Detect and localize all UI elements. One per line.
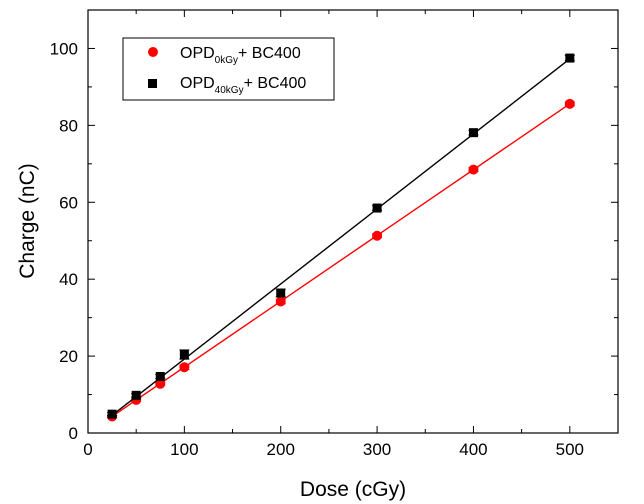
tick-labels: 0 100 200 300 400 500 0 20 40 60 80 100 [50, 39, 584, 459]
data-point [131, 390, 141, 400]
data-point [275, 296, 286, 307]
y-tick-label: 20 [59, 347, 78, 366]
series-layer [107, 53, 575, 422]
data-point [372, 203, 382, 213]
y-tick-label: 40 [59, 270, 78, 289]
legend-label-opd-0kgy-base: OPD [180, 45, 215, 62]
legend-label-opd-40kgy-sub: 40kGy [215, 85, 244, 96]
data-point [276, 288, 286, 298]
fit-line [111, 58, 571, 416]
legend-marker-opd-0kgy [148, 47, 158, 57]
legend-label-opd-40kgy-suffix: + BC400 [244, 75, 307, 92]
data-point [468, 164, 479, 175]
data-point [372, 230, 383, 241]
plot-frame [87, 9, 619, 434]
data-point [565, 53, 575, 63]
axis-ticks [87, 9, 619, 434]
legend-label-opd-0kgy: OPD0kGy+ BC400 [180, 45, 301, 66]
x-tick-label: 200 [267, 440, 295, 459]
legend-label-opd-0kgy-suffix: + BC400 [238, 45, 301, 62]
data-point [179, 350, 189, 360]
y-tick-label: 60 [59, 193, 78, 212]
data-point [564, 98, 575, 109]
legend: OPD0kGy+ BC400 OPD40kGy+ BC400 [122, 37, 335, 101]
data-point [155, 371, 165, 381]
legend-label-opd-40kgy: OPD40kGy+ BC400 [180, 75, 306, 96]
data-point [179, 362, 190, 373]
x-tick-label: 400 [459, 440, 487, 459]
data-point [468, 128, 478, 138]
y-tick-label: 100 [50, 39, 78, 58]
series-1 [107, 53, 575, 419]
x-tick-label: 100 [170, 440, 198, 459]
legend-box [122, 37, 335, 101]
legend-marker-opd-40kgy [148, 79, 157, 88]
x-tick-label: 300 [363, 440, 391, 459]
x-tick-label: 0 [83, 440, 92, 459]
y-tick-label: 0 [69, 424, 78, 443]
data-point [155, 378, 166, 389]
y-tick-label: 80 [59, 116, 78, 135]
series-0 [107, 98, 575, 422]
y-axis-title: Charge (nC) [16, 163, 39, 279]
data-point [107, 409, 117, 419]
legend-label-opd-0kgy-sub: 0kGy [215, 55, 238, 66]
x-axis-title: Dose (cGy) [300, 478, 406, 501]
x-tick-label: 500 [556, 440, 584, 459]
legend-label-opd-40kgy-base: OPD [180, 75, 215, 92]
